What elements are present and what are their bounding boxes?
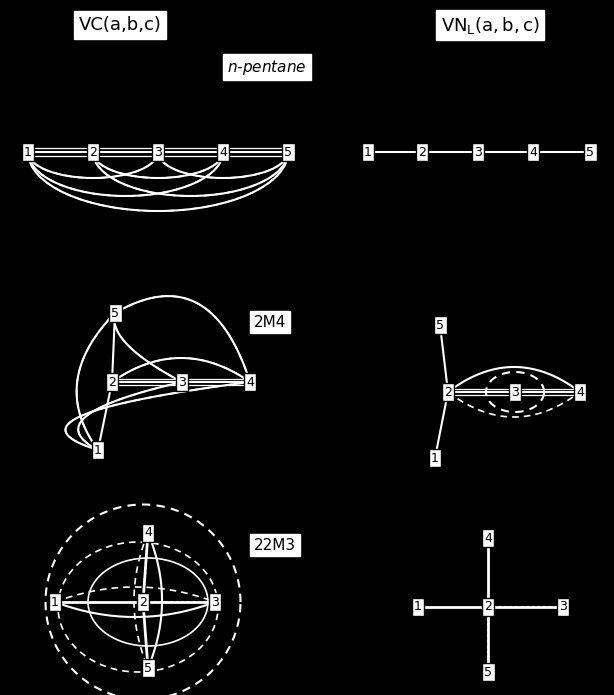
Text: 4: 4 <box>484 532 492 544</box>
Text: 1: 1 <box>431 452 439 464</box>
Text: 3: 3 <box>559 600 567 614</box>
Text: 4: 4 <box>246 375 254 389</box>
Text: 4: 4 <box>144 527 152 539</box>
Text: 3: 3 <box>211 596 219 609</box>
Text: 5: 5 <box>144 662 152 675</box>
Text: 5: 5 <box>484 666 492 678</box>
Text: 1: 1 <box>51 596 59 609</box>
Text: 2: 2 <box>139 596 147 609</box>
Text: 4: 4 <box>529 145 537 158</box>
Text: 2: 2 <box>484 600 492 614</box>
Text: 2: 2 <box>444 386 452 398</box>
Text: 5: 5 <box>284 145 292 158</box>
Text: 4: 4 <box>576 386 584 398</box>
Text: VC(a,b,c): VC(a,b,c) <box>79 16 161 34</box>
Text: 5: 5 <box>436 318 444 332</box>
Text: 5: 5 <box>586 145 594 158</box>
Text: 3: 3 <box>511 386 519 398</box>
Text: 3: 3 <box>154 145 162 158</box>
Text: 2: 2 <box>89 145 97 158</box>
Text: 3: 3 <box>178 375 186 389</box>
Text: 2: 2 <box>108 375 116 389</box>
Text: 4: 4 <box>219 145 227 158</box>
Text: 5: 5 <box>111 306 119 320</box>
Text: 3: 3 <box>474 145 482 158</box>
Text: 1: 1 <box>24 145 32 158</box>
Text: $\mathrm{VN_L(a,b,c)}$: $\mathrm{VN_L(a,b,c)}$ <box>441 15 539 35</box>
Text: 1: 1 <box>364 145 372 158</box>
Text: 1: 1 <box>94 443 102 457</box>
Text: 22M3: 22M3 <box>254 537 296 553</box>
Text: 2M4: 2M4 <box>254 315 286 329</box>
Text: 2: 2 <box>418 145 426 158</box>
Text: 1: 1 <box>414 600 422 614</box>
Text: $n$-pentane: $n$-pentane <box>227 58 307 76</box>
